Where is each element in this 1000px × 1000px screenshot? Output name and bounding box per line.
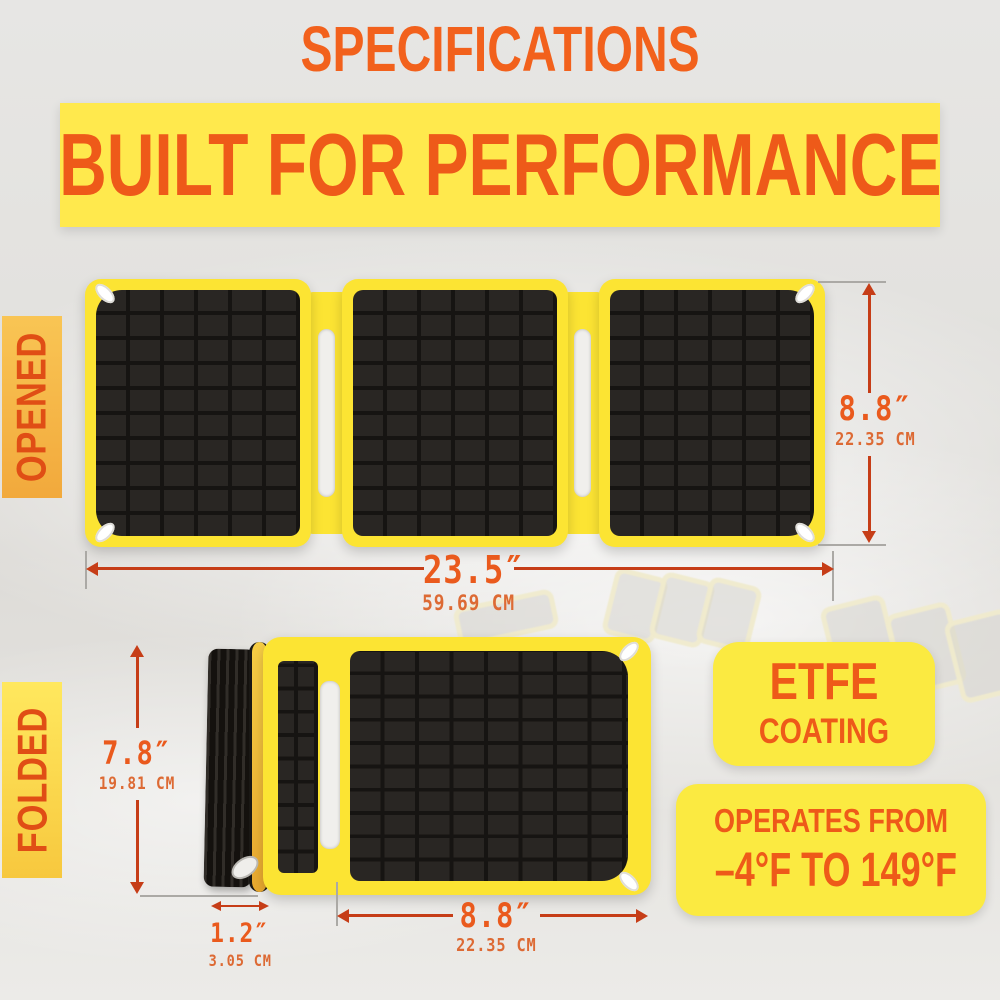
opened-width-inches: 23.5″: [422, 548, 525, 592]
extension-line: [140, 895, 258, 897]
arrowhead-icon: [259, 901, 269, 911]
opened-height-cm: 22.35 CM: [834, 429, 916, 450]
folded-width-cm: 22.35 CM: [455, 935, 537, 956]
solar-cells: [353, 290, 557, 536]
folded-tab: FOLDED: [2, 682, 62, 878]
arrowhead-icon: [211, 901, 221, 911]
opened-height-inches: 8.8″: [838, 389, 912, 429]
folded-tab-label: FOLDED: [8, 706, 55, 854]
opened-panel-graphic: [85, 279, 825, 547]
arrowhead-icon: [86, 562, 98, 576]
extension-line: [336, 882, 338, 926]
grommet-icon: [615, 868, 643, 895]
opened-tab-label: OPENED: [8, 331, 55, 483]
solar-cell-strip: [278, 661, 318, 873]
folded-thickness-cm: 3.05 CM: [208, 951, 272, 970]
temperature-badge: OPERATES FROM –4°F TO 149°F: [676, 784, 986, 916]
solar-cells: [350, 651, 628, 881]
folded-top-panel: [263, 637, 651, 895]
dimension-line: [514, 567, 824, 570]
dimension-line: [868, 293, 871, 393]
page-title-text: SPECIFICATIONS: [300, 13, 700, 85]
dimension-line: [136, 656, 139, 728]
temperature-badge-line2: –4°F TO 149°F: [714, 844, 957, 897]
arrowhead-icon: [822, 562, 834, 576]
arrowhead-icon: [130, 645, 144, 657]
arrowhead-icon: [862, 283, 876, 295]
solar-panel-center: [342, 279, 568, 547]
etfe-badge-line1: ETFE: [769, 653, 879, 711]
arrowhead-icon: [337, 909, 349, 923]
solar-panel-right: [599, 279, 825, 547]
dimension-line: [98, 567, 424, 570]
opened-tab: OPENED: [2, 316, 62, 498]
folded-height-inches: 7.8″: [102, 734, 172, 772]
dimension-line: [540, 914, 638, 917]
extension-line: [818, 281, 886, 283]
dimension-line: [868, 456, 871, 532]
page-title: SPECIFICATIONS: [0, 13, 1000, 85]
folded-width-inches: 8.8″: [459, 896, 533, 936]
dimension-line: [136, 800, 139, 884]
temperature-badge-line1: OPERATES FROM: [713, 802, 949, 839]
etfe-badge-line2: COATING: [758, 712, 890, 751]
solar-cells: [610, 290, 814, 536]
grommet-icon: [791, 519, 819, 546]
hinge-slot: [318, 329, 335, 497]
hinge-slot: [320, 681, 340, 849]
folded-thickness-inches: 1.2″: [210, 918, 270, 949]
ghost-panel: [942, 607, 1000, 705]
arrowhead-icon: [636, 909, 648, 923]
folded-height-cm: 19.81 CM: [98, 774, 176, 794]
extension-line: [832, 551, 834, 601]
dimension-line: [349, 914, 453, 917]
solar-cells: [96, 290, 300, 536]
extension-line: [818, 544, 886, 546]
arrowhead-icon: [130, 882, 144, 894]
etfe-coating-badge: ETFE COATING: [713, 642, 935, 766]
arrowhead-icon: [862, 531, 876, 543]
dimension-line: [221, 905, 259, 907]
hinge-slot: [574, 329, 591, 497]
performance-banner: BUILT FOR PERFORMANCE: [58, 103, 942, 227]
performance-banner-text: BUILT FOR PERFORMANCE: [58, 115, 942, 214]
opened-width-cm: 59.69 CM: [422, 591, 516, 615]
solar-panel-left: [85, 279, 311, 547]
